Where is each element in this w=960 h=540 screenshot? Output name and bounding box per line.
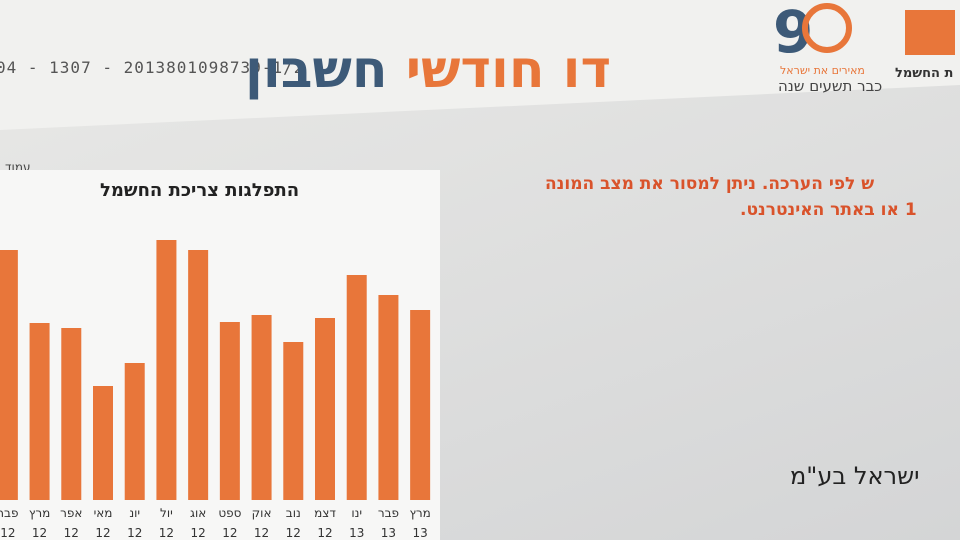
bar xyxy=(188,250,209,500)
notice-line: 1 או באתר האינטרנט. xyxy=(740,200,917,220)
bar xyxy=(219,322,240,500)
slogan: כבר תשעים שנה xyxy=(778,77,883,95)
title-part: חשבון xyxy=(245,40,388,100)
bar xyxy=(124,363,145,500)
account-number: 04 - 1307 - 2013801098739-1/2 xyxy=(0,58,305,77)
x-tick-label: יונ 12 xyxy=(127,506,143,540)
company-logo xyxy=(905,10,955,55)
bar xyxy=(315,318,335,500)
bar xyxy=(156,240,177,500)
x-tick-label: אפר 12 xyxy=(60,506,83,540)
x-tick-label: פבר 13 xyxy=(377,506,400,540)
chart xyxy=(0,240,431,500)
bar xyxy=(0,250,18,500)
x-tick-label: דצמ 12 xyxy=(314,506,336,540)
x-tick-label: אוג 12 xyxy=(190,506,207,540)
x-tick-label: פבר 12 xyxy=(0,506,19,540)
title-part: דו חודשי xyxy=(405,40,612,100)
company-name: ת החשמל xyxy=(895,66,954,81)
x-tick-label: מאי 12 xyxy=(93,506,113,540)
notice-line: ש לפי הערכה. ניתן למסור את מצב המונה xyxy=(545,174,875,194)
x-tick-label: מרץ 12 xyxy=(28,506,51,540)
x-tick-label: אוק 12 xyxy=(251,506,272,540)
footer-company: ישראל בע"מ xyxy=(790,462,920,490)
x-tick-label: נוב 12 xyxy=(285,506,301,540)
logo-90: 9 xyxy=(773,0,852,66)
x-tick-label: יול 12 xyxy=(158,506,175,540)
bar xyxy=(283,342,304,500)
bar xyxy=(410,310,431,500)
bar xyxy=(378,295,399,500)
logo-ring xyxy=(802,3,852,53)
chart-title: התפלגות צריכת החשמל xyxy=(100,180,300,201)
x-tick-label: מרץ 13 xyxy=(409,506,431,540)
bar xyxy=(346,275,367,500)
bar xyxy=(251,315,272,500)
bar xyxy=(93,386,113,500)
x-tick-label: ינו 13 xyxy=(349,506,365,540)
x-tick-label: ספט 12 xyxy=(218,506,242,540)
bar xyxy=(61,328,82,500)
bill-title: דו חודשי חשבון xyxy=(245,40,611,100)
slogan: מאירים את ישראל xyxy=(780,64,865,77)
bar xyxy=(29,323,50,500)
